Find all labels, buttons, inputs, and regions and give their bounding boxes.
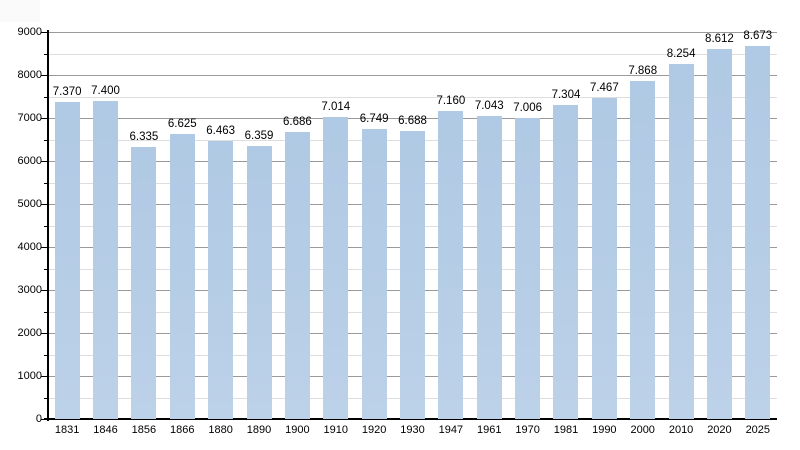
bar-1831 xyxy=(54,102,80,419)
minor-gridline xyxy=(48,53,777,55)
bar-2000 xyxy=(630,80,656,419)
x-axis-tick-label: 1990 xyxy=(592,424,617,436)
bar-value-label: 6.749 xyxy=(359,112,389,125)
bar-value-label: 6.625 xyxy=(167,118,197,131)
bar-1990 xyxy=(591,97,617,419)
bar-2010 xyxy=(668,64,694,419)
y-axis-tick-label: 3000 xyxy=(17,283,42,296)
bar-value-label: 6.359 xyxy=(244,129,274,142)
bar-1920 xyxy=(361,128,387,419)
y-axis-major-tick xyxy=(41,376,48,377)
bar-2025 xyxy=(745,46,771,419)
bar-value-label: 7.400 xyxy=(91,84,120,97)
x-axis-tick-label: 2020 xyxy=(707,424,732,436)
bar-1930 xyxy=(400,131,425,419)
x-axis-tick-label: 2010 xyxy=(668,424,694,436)
bar-1970 xyxy=(515,117,541,419)
x-axis-tick-label: 2025 xyxy=(745,424,771,436)
y-axis-tick-label: 9000 xyxy=(17,25,42,38)
x-axis-tick-label: 1981 xyxy=(553,424,579,436)
x-axis-tick-label: 1947 xyxy=(438,424,464,436)
x-axis-tick-label: 1831 xyxy=(54,424,80,436)
y-axis-tick-label: 0 xyxy=(35,412,42,425)
bar-value-label: 6.686 xyxy=(283,115,312,128)
major-gridline xyxy=(48,118,777,119)
minor-gridline xyxy=(48,96,777,98)
bar-1910 xyxy=(323,117,349,419)
x-axis-tick-label: 2000 xyxy=(630,424,655,436)
y-axis-tick-label: 8000 xyxy=(17,68,42,81)
y-axis-minor-tick xyxy=(44,311,48,313)
y-axis-minor-tick xyxy=(44,397,48,399)
x-axis-line xyxy=(44,418,777,420)
bar-1900 xyxy=(284,131,310,419)
y-axis-minor-tick xyxy=(44,354,48,356)
y-axis-major-tick xyxy=(41,204,48,205)
x-axis-tick-label: 1880 xyxy=(208,424,233,436)
bar-value-label: 8.612 xyxy=(705,32,734,45)
y-axis-major-tick xyxy=(41,32,48,33)
major-gridline xyxy=(48,32,777,33)
bar-value-label: 6.688 xyxy=(398,115,427,128)
bar-value-label: 7.160 xyxy=(436,95,466,108)
corner-artifact xyxy=(0,0,40,22)
bar-value-label: 7.868 xyxy=(628,64,658,77)
x-axis-tick-label: 1890 xyxy=(246,424,272,436)
bar-value-label: 7.043 xyxy=(474,100,504,113)
y-axis-minor-tick xyxy=(44,139,48,141)
bar-1961 xyxy=(476,116,502,419)
bar-value-label: 6.335 xyxy=(129,130,159,143)
bar-1890 xyxy=(246,145,272,419)
bar-value-label: 8.673 xyxy=(743,30,773,43)
y-axis-major-tick xyxy=(41,247,48,248)
bar-1846 xyxy=(93,100,119,419)
bar-value-label: 7.006 xyxy=(513,101,542,114)
bar-1981 xyxy=(553,104,579,419)
y-axis-major-tick xyxy=(41,333,48,334)
y-axis-major-tick xyxy=(41,290,48,291)
x-axis-tick-label: 1930 xyxy=(400,424,425,436)
y-axis-major-tick xyxy=(41,118,48,119)
x-axis-tick-label: 1961 xyxy=(476,424,502,436)
bar-value-label: 7.014 xyxy=(321,101,351,114)
major-gridline xyxy=(48,75,777,76)
bar-value-label: 8.254 xyxy=(666,48,696,61)
y-axis-major-tick xyxy=(41,161,48,162)
y-axis-minor-tick xyxy=(44,225,48,227)
y-axis-tick-label: 4000 xyxy=(17,240,42,253)
bar-value-label: 6.463 xyxy=(206,125,236,138)
y-axis-tick-label: 7000 xyxy=(17,111,42,124)
bar-1866 xyxy=(169,134,195,419)
x-axis-tick-label: 1866 xyxy=(170,424,195,436)
y-axis-minor-tick xyxy=(44,53,48,55)
x-axis-tick-label: 1910 xyxy=(323,424,348,436)
x-axis-tick-label: 1920 xyxy=(361,424,387,436)
x-axis-tick-label: 1846 xyxy=(93,424,118,436)
y-axis-line xyxy=(47,30,49,421)
x-axis-tick-label: 1900 xyxy=(285,424,310,436)
x-axis-tick-label: 1856 xyxy=(131,424,157,436)
y-axis-minor-tick xyxy=(44,268,48,270)
x-axis-tick-label: 1970 xyxy=(515,424,540,436)
y-axis-tick-label: 5000 xyxy=(17,197,42,210)
bar-1880 xyxy=(208,141,234,419)
y-axis-major-tick xyxy=(41,75,48,76)
y-axis-minor-tick xyxy=(44,182,48,184)
bar-value-label: 7.304 xyxy=(551,88,581,101)
bar-value-label: 7.467 xyxy=(589,81,619,94)
bar-2020 xyxy=(706,48,732,419)
y-axis-tick-label: 6000 xyxy=(17,154,42,167)
y-axis-tick-label: 1000 xyxy=(17,369,42,382)
bar-1856 xyxy=(131,146,157,419)
bar-value-label: 7.370 xyxy=(52,86,82,99)
bar-1947 xyxy=(438,111,464,419)
y-axis-minor-tick xyxy=(44,96,48,98)
y-axis-tick-label: 2000 xyxy=(17,326,42,339)
